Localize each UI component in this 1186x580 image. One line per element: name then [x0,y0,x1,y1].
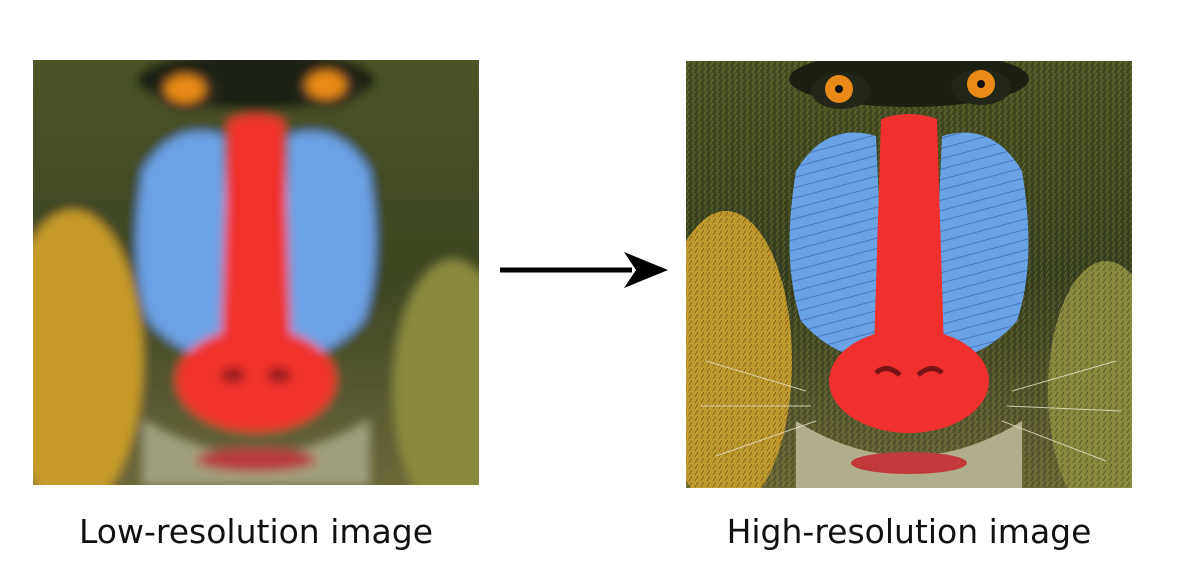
low-resolution-image [33,60,479,485]
low-resolution-caption: Low-resolution image [79,512,433,551]
high-resolution-caption: High-resolution image [726,512,1092,551]
mandrill-face-sharp [686,61,1132,488]
right-arrow-icon [500,252,668,288]
mandrill-face-blurry [33,60,479,485]
high-resolution-image [686,61,1132,488]
